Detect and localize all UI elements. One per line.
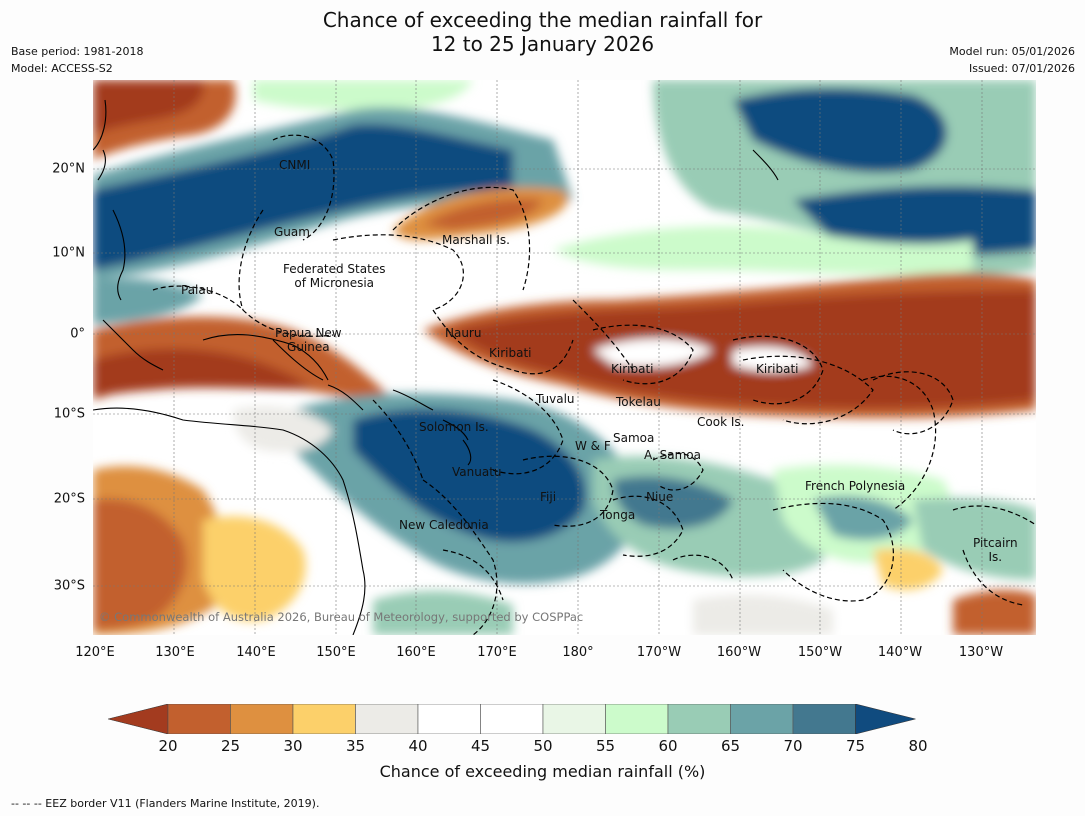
label-fiji: Fiji	[540, 490, 557, 504]
y-tick: 20°N	[52, 161, 85, 177]
rainfall-field	[93, 80, 1036, 635]
colorbar-extend-low	[108, 704, 169, 734]
colorbar-cells	[108, 704, 916, 734]
colorbar-cell	[167, 704, 231, 734]
label-kiribati-east: Kiribati	[756, 362, 799, 376]
label-papua-new-guinea: Papua New Guinea	[275, 326, 342, 354]
label-tokelau: Tokelau	[616, 395, 661, 409]
rainfall-map: CNMI Guam Marshall Is. Federated States …	[93, 80, 1036, 635]
y-tick: 30°S	[53, 578, 85, 594]
label-tonga: Tonga	[600, 508, 636, 522]
label-american-samoa: A. Samoa	[644, 448, 701, 462]
chart-title-line2: 12 to 25 January 2026	[430, 32, 655, 56]
colorbar-tick: 35	[345, 737, 366, 755]
colorbar-cell	[355, 704, 419, 734]
x-tick: 160°E	[396, 645, 436, 660]
colorbar-cell	[292, 704, 356, 734]
label-palau: Palau	[181, 283, 214, 297]
issued-date: Issued: 07/01/2026	[968, 62, 1075, 75]
colorbar-cell	[730, 704, 794, 734]
x-tick: 140°E	[236, 645, 276, 660]
colorbar-cell	[792, 704, 856, 734]
label-samoa: Samoa	[613, 431, 655, 445]
label-micronesia: Federated States of Micronesia	[283, 262, 386, 290]
x-tick: 170°W	[636, 645, 682, 660]
x-tick: 150°W	[797, 645, 843, 660]
y-tick: 10°N	[52, 245, 85, 261]
colorbar-tick: 55	[595, 737, 616, 755]
label-pitcairn: Pitcairn Is.	[973, 536, 1018, 564]
colorbar-cell	[417, 704, 481, 734]
x-tick: 120°E	[75, 645, 115, 660]
colorbar-tick: 30	[283, 737, 303, 755]
copyright-notice: © Commonwealth of Australia 2026, Bureau…	[99, 610, 584, 624]
y-tick: 0°	[70, 326, 85, 342]
label-cnmi: CNMI	[279, 158, 311, 172]
y-tick: 10°S	[53, 406, 85, 422]
label-vanuatu: Vanuatu	[452, 465, 502, 479]
label-marshall-islands: Marshall Is.	[442, 233, 510, 247]
label-french-polynesia: French Polynesia	[805, 479, 906, 493]
x-tick: 130°E	[155, 645, 195, 660]
x-tick: 130°W	[958, 645, 1004, 660]
x-tick: 170°E	[477, 645, 517, 660]
x-tick: 140°W	[877, 645, 923, 660]
colorbar-tick: 65	[720, 737, 741, 755]
map-svg	[93, 80, 1036, 635]
colorbar-tick: 75	[845, 737, 866, 755]
x-tick: 150°E	[316, 645, 356, 660]
colorbar	[108, 704, 916, 734]
label-wallis-futuna: W & F	[575, 439, 611, 453]
model-name: Model: ACCESS-S2	[11, 62, 113, 75]
model-run: Model run: 05/01/2026	[949, 45, 1075, 58]
eez-footnote: -- -- -- EEZ border V11 (Flanders Marine…	[11, 797, 320, 810]
label-solomon-islands: Solomon Is.	[419, 420, 489, 434]
colorbar-cell	[480, 704, 544, 734]
colorbar-tick: 50	[533, 737, 553, 755]
colorbar-cell	[667, 704, 731, 734]
label-new-caledonia: New Caledonia	[399, 518, 489, 532]
coastlines	[93, 99, 779, 635]
base-period: Base period: 1981-2018	[11, 45, 144, 58]
meta-left: Base period: 1981-2018 Model: ACCESS-S2	[11, 43, 143, 77]
graticule	[93, 80, 1036, 635]
colorbar-label: Chance of exceeding median rainfall (%)	[379, 762, 706, 781]
colorbar-cell	[542, 704, 606, 734]
label-nauru: Nauru	[445, 326, 482, 340]
colorbar-tick: 45	[470, 737, 491, 755]
colorbar-tick: 40	[408, 737, 428, 755]
label-guam: Guam	[274, 225, 310, 239]
colorbar-tick: 70	[783, 737, 803, 755]
eez-borders	[152, 134, 1036, 635]
chart-title-line1: Chance of exceeding the median rainfall …	[322, 8, 763, 32]
label-cook-islands: Cook Is.	[697, 415, 745, 429]
x-tick: 180°	[562, 645, 594, 660]
meta-right: Model run: 05/01/2026 Issued: 07/01/2026	[949, 43, 1075, 77]
colorbar-tick: 20	[158, 737, 178, 755]
label-kiribati-west: Kiribati	[489, 346, 532, 360]
colorbar-cell	[230, 704, 294, 734]
label-tuvalu: Tuvalu	[536, 392, 575, 406]
colorbar-cell	[605, 704, 669, 734]
colorbar-extend-high	[855, 704, 916, 734]
colorbar-tick: 60	[658, 737, 678, 755]
label-kiribati-central: Kiribati	[611, 362, 654, 376]
colorbar-tick: 80	[908, 737, 928, 755]
label-niue: Niue	[646, 490, 674, 504]
x-tick: 160°W	[716, 645, 762, 660]
y-tick: 20°S	[53, 491, 85, 507]
colorbar-tick: 25	[220, 737, 241, 755]
